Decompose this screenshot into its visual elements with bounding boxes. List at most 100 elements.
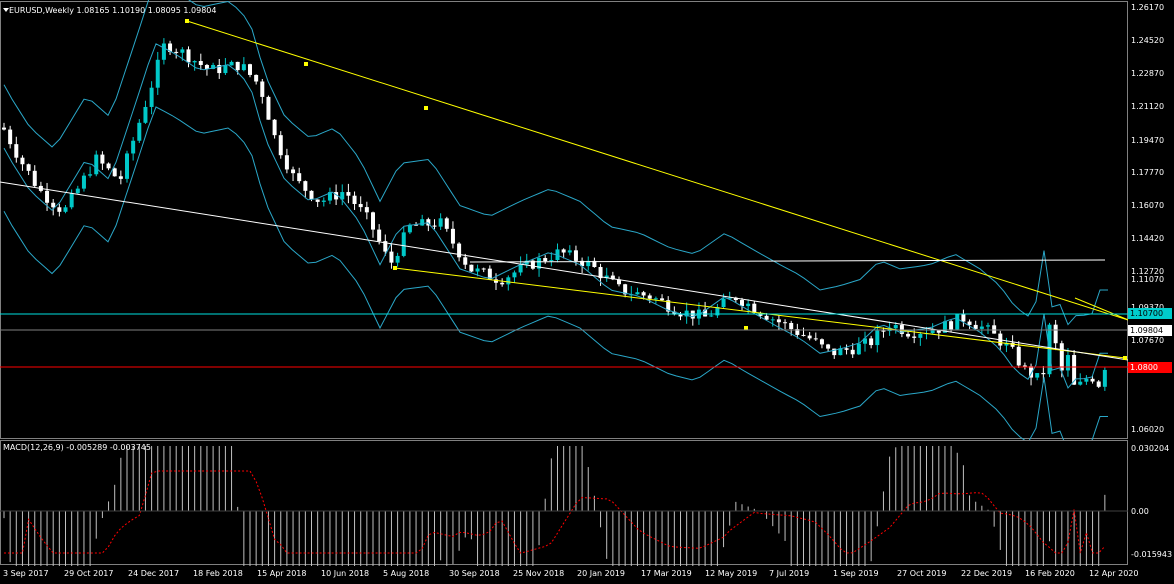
candle-body bbox=[586, 260, 591, 267]
time-axis-label: 16 Feb 2020 bbox=[1025, 569, 1075, 578]
candle-body bbox=[832, 348, 837, 356]
candle-body bbox=[549, 259, 554, 262]
trendline-anchor bbox=[1123, 356, 1127, 360]
time-axis-label: 12 May 2019 bbox=[705, 569, 758, 578]
candle-body bbox=[149, 87, 154, 107]
candle-body bbox=[727, 297, 732, 299]
time-axis-label: 20 Jan 2019 bbox=[577, 569, 625, 578]
time-axis-label: 10 Jun 2018 bbox=[321, 569, 370, 578]
candle-body bbox=[746, 303, 751, 307]
candle-body bbox=[327, 192, 332, 201]
candle-body bbox=[334, 192, 339, 200]
price-panel[interactable] bbox=[0, 1, 1128, 439]
price-chart-canvas[interactable] bbox=[0, 0, 1128, 440]
trendline-anchor bbox=[304, 62, 308, 66]
macd-axis-label: 0.030204 bbox=[1131, 444, 1170, 453]
trendline-anchor bbox=[424, 106, 428, 110]
candle-body bbox=[303, 181, 308, 191]
candle-body bbox=[63, 207, 68, 212]
candle-body bbox=[1010, 342, 1015, 347]
candle-body bbox=[1084, 378, 1089, 382]
time-axis-label: 12 Apr 2020 bbox=[1089, 569, 1139, 578]
resistance-line bbox=[469, 259, 1106, 263]
price-axis-label: 1.16070 bbox=[1131, 201, 1165, 210]
candle-body bbox=[567, 250, 572, 253]
candle-body bbox=[377, 229, 382, 242]
chart-title: EURUSD,Weekly 1.08165 1.10190 1.08095 1.… bbox=[9, 6, 217, 15]
lower-band bbox=[3, 106, 1108, 440]
candle-body bbox=[2, 127, 6, 130]
candle-body bbox=[248, 64, 252, 75]
candle-body bbox=[543, 258, 548, 262]
price-axis-label: 1.11070 bbox=[1131, 275, 1165, 284]
candle-body bbox=[807, 335, 812, 339]
candle-body bbox=[678, 314, 683, 317]
trendline-short bbox=[1074, 297, 1128, 321]
trendline-anchor bbox=[393, 266, 397, 270]
candle-body bbox=[309, 190, 314, 200]
candle-body bbox=[358, 204, 363, 208]
candle-body bbox=[407, 224, 412, 233]
candle-body bbox=[1059, 343, 1064, 371]
candle-body bbox=[733, 297, 738, 301]
candle-body bbox=[254, 74, 259, 82]
candle-body bbox=[161, 43, 166, 60]
candle-body bbox=[512, 272, 517, 278]
candle-body bbox=[291, 169, 296, 174]
candle-body bbox=[795, 329, 800, 335]
time-axis-label: 27 Oct 2019 bbox=[897, 569, 947, 578]
candle-body bbox=[961, 314, 966, 322]
candle-body bbox=[106, 163, 111, 169]
candle-body bbox=[192, 61, 197, 63]
candle-body bbox=[69, 193, 74, 208]
time-axis-label: 15 Apr 2018 bbox=[257, 569, 307, 578]
time-axis-label: 7 Jul 2019 bbox=[769, 569, 810, 578]
candle-body bbox=[340, 192, 345, 200]
candle-body bbox=[51, 202, 56, 208]
trendline-lower bbox=[394, 267, 1126, 359]
candle-body bbox=[986, 325, 990, 327]
candle-body bbox=[949, 321, 954, 330]
candle-body bbox=[598, 267, 603, 279]
candle-body bbox=[979, 326, 984, 329]
price-axis-label: 1.22870 bbox=[1131, 69, 1165, 78]
candle-body bbox=[26, 164, 31, 171]
candle-body bbox=[881, 330, 886, 332]
candle-body bbox=[444, 218, 449, 229]
time-axis-label: 18 Feb 2018 bbox=[193, 569, 243, 578]
candle-body bbox=[653, 298, 658, 300]
time-axis-label: 5 Aug 2018 bbox=[383, 569, 430, 578]
candle-body bbox=[783, 322, 788, 324]
candle-body bbox=[100, 154, 105, 164]
candle-body bbox=[198, 61, 203, 65]
dropdown-arrow-icon[interactable] bbox=[3, 8, 9, 12]
candle-body bbox=[844, 348, 849, 350]
candle-body bbox=[204, 64, 209, 69]
price-axis-label: 1.12720 bbox=[1131, 267, 1165, 276]
candle-body bbox=[641, 292, 646, 296]
macd-chart-canvas[interactable] bbox=[0, 0, 1128, 566]
candle-body bbox=[168, 43, 173, 52]
candle-body bbox=[776, 319, 781, 323]
candle-body bbox=[57, 207, 62, 212]
price-axis-label: 1.19470 bbox=[1131, 136, 1165, 145]
candle-body bbox=[229, 61, 234, 66]
candle-body bbox=[936, 330, 941, 333]
candle-body bbox=[88, 174, 93, 176]
candle-body bbox=[1090, 378, 1095, 382]
candle-body bbox=[709, 315, 714, 317]
candle-body bbox=[494, 279, 498, 283]
time-axis-label: 24 Dec 2017 bbox=[128, 569, 180, 578]
candle-body bbox=[955, 314, 960, 330]
candle-body bbox=[930, 330, 935, 334]
candle-body bbox=[266, 96, 271, 120]
candle-body bbox=[789, 323, 794, 330]
candle-body bbox=[223, 65, 228, 74]
trendline-upper bbox=[186, 20, 1128, 321]
macd-axis-label: -0.015943 bbox=[1131, 550, 1173, 559]
candle-body bbox=[1029, 366, 1034, 378]
candle-body bbox=[623, 284, 628, 295]
candle-body bbox=[1053, 324, 1058, 344]
candle-body bbox=[967, 321, 972, 325]
